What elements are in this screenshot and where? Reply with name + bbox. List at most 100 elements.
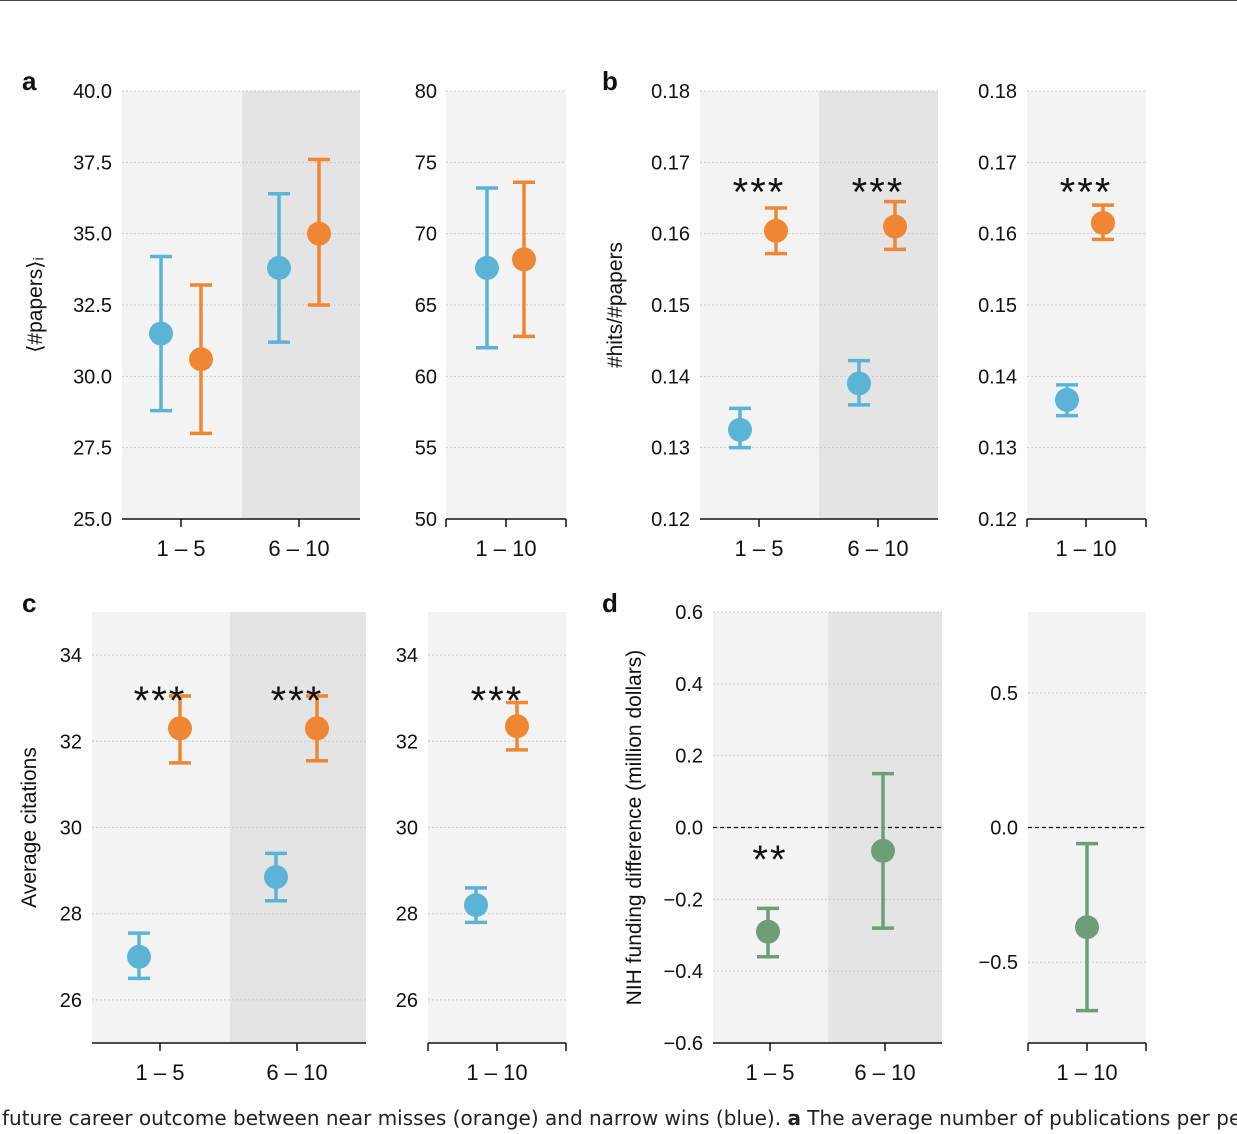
y-tick-label: 0.0 <box>675 818 703 840</box>
y-tick-label: 32 <box>396 731 418 753</box>
y-tick-label: 55 <box>415 438 437 460</box>
x-tick-label: 1 – 10 <box>475 536 536 561</box>
y-tick-label: 0.12 <box>978 509 1017 531</box>
x-tick-label: 6 – 10 <box>854 1060 915 1085</box>
x-tick-label: 6 – 10 <box>266 1060 327 1085</box>
plot-background-1 <box>700 91 819 519</box>
y-tick-label: 0.13 <box>978 438 1017 460</box>
y-tick-label: 30 <box>60 818 82 840</box>
x-tick-label: 1 – 5 <box>746 1060 795 1085</box>
x-tick-label: 1 – 5 <box>136 1060 185 1085</box>
y-tick-label: 0.2 <box>675 746 703 768</box>
data-point-orange <box>1091 210 1115 235</box>
y-axis-label: Average citations <box>18 747 41 908</box>
data-point-orange <box>512 247 536 272</box>
panel-letter: a <box>22 66 37 96</box>
x-tick-label: 6 – 10 <box>268 536 329 561</box>
data-point-orange <box>189 347 213 372</box>
data-point-blue <box>264 865 288 890</box>
panel-letter: b <box>602 66 618 96</box>
y-tick-label: 0.13 <box>651 438 690 460</box>
plot-background-2 <box>819 91 938 519</box>
significance-stars: *** <box>271 679 324 723</box>
data-point-blue <box>847 371 871 396</box>
data-point-blue <box>728 417 752 442</box>
figure-panels: 25.0 27.5 30.0 32.5 35.0 37.5 40.0 1 – 5 6 – 10 ⟨… <box>18 66 1147 1085</box>
data-point-orange <box>168 716 192 741</box>
figure-caption: future career outcome between near misse… <box>2 1106 1237 1132</box>
data-point-blue <box>149 321 173 346</box>
data-point-blue <box>267 255 291 280</box>
data-point-orange <box>307 221 331 246</box>
chart-panel-1: 25.0 27.5 30.0 32.5 35.0 37.5 40.0 1 – 5 6 – 10 ⟨… <box>22 66 360 561</box>
plot-background-1 <box>1027 91 1146 519</box>
y-tick-label: 0.14 <box>651 366 690 388</box>
caption-text-post: The average number of publications per p… <box>800 1106 1237 1130</box>
y-tick-label: 27.5 <box>73 438 112 460</box>
chart-panel-4: 0.12 0.13 0.14 0.15 0.16 0.17 0.18 1 – 10 *** <box>978 81 1147 561</box>
x-tick-label: 1 – 5 <box>157 536 206 561</box>
significance-stars: ** <box>752 838 787 882</box>
data-point-orange <box>764 218 788 243</box>
y-tick-label: 40.0 <box>73 81 112 103</box>
caption-panel-letter: a <box>787 1106 801 1130</box>
plot-background-2 <box>242 91 360 519</box>
data-point-blue <box>1055 387 1079 412</box>
data-point-orange <box>305 716 329 741</box>
chart-panel-6: 26 28 30 32 34 1 – 10 *** <box>396 612 567 1085</box>
y-tick-label: 0.4 <box>675 674 703 696</box>
x-tick-label: 1 – 5 <box>735 536 784 561</box>
y-axis-label: NIH funding difference (million dollars) <box>623 650 646 1006</box>
y-tick-label: 75 <box>415 152 437 174</box>
y-tick-label: 70 <box>415 224 437 246</box>
y-tick-label: 0.18 <box>651 81 690 103</box>
significance-stars: *** <box>1060 170 1113 214</box>
y-tick-label: −0.2 <box>664 889 703 911</box>
y-axis-label: #hits/#papers <box>604 242 627 368</box>
y-tick-label: 37.5 <box>73 152 112 174</box>
y-tick-label: 0.5 <box>990 683 1018 705</box>
y-tick-label: 0.15 <box>651 295 690 317</box>
y-tick-label: 65 <box>415 295 437 317</box>
y-tick-label: 26 <box>60 990 82 1012</box>
top-rule <box>0 0 1237 1</box>
data-point-blue <box>464 893 488 918</box>
y-tick-label: 34 <box>60 645 82 667</box>
significance-stars: *** <box>134 679 187 723</box>
chart-panel-8: −0.5 0.0 0.5 1 – 10 <box>979 612 1147 1085</box>
y-tick-label: −0.5 <box>979 952 1018 974</box>
y-tick-label: 0.12 <box>651 509 690 531</box>
data-point-blue <box>475 255 499 280</box>
y-tick-label: 0.17 <box>651 152 690 174</box>
y-tick-label: 0.6 <box>675 602 703 624</box>
y-tick-label: 0.14 <box>978 366 1017 388</box>
data-point-green <box>756 919 780 944</box>
y-tick-label: −0.4 <box>664 961 703 983</box>
chart-panel-5: 26 28 30 32 34 1 – 5 6 – 10 Average citations c *… <box>18 588 366 1085</box>
data-point-green <box>1075 915 1099 940</box>
y-tick-label: 0.16 <box>651 224 690 246</box>
y-tick-label: 0.17 <box>978 152 1017 174</box>
y-tick-label: 0.18 <box>978 81 1017 103</box>
y-tick-label: 32 <box>60 731 82 753</box>
panel-letter: d <box>602 588 618 618</box>
y-tick-label: 0.15 <box>978 295 1017 317</box>
chart-panel-3: 0.12 0.13 0.14 0.15 0.16 0.17 0.18 1 – 5 6 – 10 #… <box>602 66 938 561</box>
y-tick-label: 50 <box>415 509 437 531</box>
data-point-orange <box>883 214 907 239</box>
y-tick-label: 28 <box>396 904 418 926</box>
y-tick-label: 34 <box>396 645 418 667</box>
chart-panel-2: 50 55 60 65 70 75 80 1 – 10 <box>415 81 567 561</box>
x-tick-label: 1 – 10 <box>1055 536 1116 561</box>
significance-stars: *** <box>852 170 905 214</box>
y-tick-label: 80 <box>415 81 437 103</box>
y-tick-label: 0.16 <box>978 224 1017 246</box>
y-tick-label: −0.6 <box>664 1033 703 1055</box>
caption-text-pre: future career outcome between near misse… <box>2 1106 788 1130</box>
y-axis-label: ⟨#papers⟩ᵢ <box>24 257 47 353</box>
y-tick-label: 35.0 <box>73 224 112 246</box>
x-tick-label: 1 – 10 <box>1056 1060 1117 1085</box>
data-point-orange <box>505 714 529 739</box>
y-tick-label: 30 <box>396 818 418 840</box>
y-tick-label: 0.0 <box>990 818 1018 840</box>
